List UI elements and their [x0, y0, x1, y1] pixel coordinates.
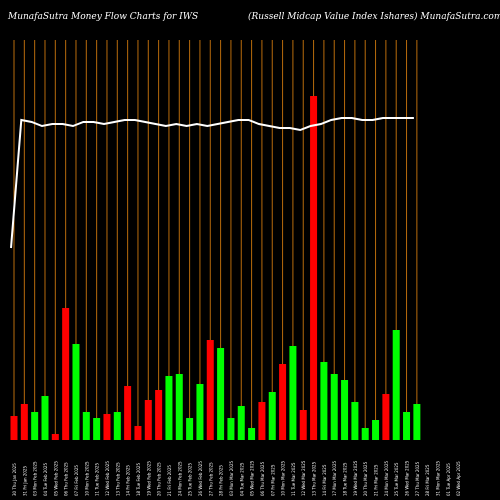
money-flow-bar — [227, 418, 235, 440]
x-tick-label: 20 Thu Feb 2025 — [157, 462, 162, 496]
x-tick-label: 24 Mon Feb 2025 — [177, 461, 182, 496]
money-flow-bar — [10, 416, 18, 440]
x-tick-label: 10 Mon Feb 2025 — [84, 461, 89, 496]
money-flow-bar — [72, 344, 80, 440]
money-flow-bar — [41, 396, 49, 440]
x-tick-label: 13 Thu Mar 2025 — [312, 461, 317, 496]
money-flow-bar — [237, 406, 245, 440]
x-tick-label: 05 Wed Feb 2025 — [53, 461, 58, 496]
x-tick-label: 13 Thu Feb 2025 — [115, 462, 120, 496]
money-flow-bar — [372, 420, 380, 440]
x-tick-label: 11 Tue Mar 2025 — [291, 462, 296, 496]
chart-title-left: MunafaSutra Money Flow Charts for IWS — [8, 12, 199, 22]
x-tick-label: 31 Fri Jan 2025 — [22, 466, 27, 496]
money-flow-bar — [299, 410, 307, 440]
money-flow-bar — [62, 308, 70, 440]
money-flow-bar — [196, 384, 204, 440]
money-flow-bar — [413, 404, 421, 440]
x-tick-label: 28 Fri Mar 2025 — [425, 464, 430, 496]
money-flow-bar — [124, 386, 132, 440]
money-flow-bar — [330, 374, 338, 440]
x-tick-label: 02 Wed Apr 2025 — [456, 461, 461, 496]
money-flow-bar — [134, 426, 142, 440]
chart-title-right: (Russell Midcap Value Index Ishares) Mun… — [248, 12, 500, 22]
x-tick-label: 01 Tue Apr 2025 — [446, 463, 451, 496]
money-flow-bar — [51, 434, 59, 440]
money-flow-bar — [289, 346, 297, 440]
x-tick-label: 04 Tue Feb 2025 — [43, 463, 48, 496]
money-flow-bar — [341, 380, 349, 440]
money-flow-bar — [217, 348, 225, 440]
money-flow-bar — [279, 364, 287, 440]
x-tick-label: 06 Thu Feb 2025 — [64, 462, 69, 496]
x-tick-label: 14 Fri Mar 2025 — [322, 464, 327, 496]
x-tick-label: 21 Fri Feb 2025 — [167, 465, 172, 496]
money-flow-bar — [186, 418, 194, 440]
x-tick-label: 26 Wed Mar 2025 — [405, 460, 410, 496]
money-flow-bar — [258, 402, 266, 440]
x-tick-label: 14 Fri Feb 2025 — [126, 465, 131, 496]
x-tick-label: 28 Fri Feb 2025 — [219, 465, 224, 496]
x-tick-label: 10 Mon Mar 2025 — [281, 460, 286, 496]
x-tick-label: 17 Mon Mar 2025 — [332, 460, 337, 496]
x-tick-label: 20 Thu Mar 2025 — [363, 461, 368, 496]
x-tick-label: 27 Thu Feb 2025 — [208, 462, 213, 496]
money-flow-bar — [392, 330, 400, 440]
x-tick-label: 19 Wed Mar 2025 — [353, 460, 358, 496]
money-flow-bar — [20, 404, 28, 440]
money-flow-bar — [103, 414, 111, 440]
x-tick-label: 07 Fri Mar 2025 — [270, 464, 275, 496]
x-tick-label: 31 Mon Mar 2025 — [436, 460, 441, 496]
money-flow-bar — [268, 392, 276, 440]
x-tick-label: 26 Wed Feb 2025 — [198, 461, 203, 496]
x-tick-label: 25 Tue Mar 2025 — [394, 462, 399, 496]
x-tick-label: 18 Tue Feb 2025 — [136, 463, 141, 496]
money-flow-bar — [82, 412, 90, 440]
money-flow-bar — [351, 402, 359, 440]
x-tick-label: 18 Tue Mar 2025 — [343, 462, 348, 496]
x-tick-label: 07 Fri Feb 2025 — [74, 465, 79, 496]
x-tick-label: 25 Tue Feb 2025 — [188, 463, 193, 496]
x-tick-label: 30 Thu Jan 2025 — [12, 463, 17, 496]
money-flow-bar — [165, 376, 173, 440]
money-flow-bar — [175, 374, 183, 440]
x-tick-label: 11 Tue Feb 2025 — [95, 463, 100, 496]
x-tick-label: 05 Wed Mar 2025 — [250, 460, 255, 496]
money-flow-bar — [113, 412, 121, 440]
x-tick-label: 12 Wed Feb 2025 — [105, 461, 110, 496]
money-flow-bar — [403, 412, 411, 440]
money-flow-bar — [320, 362, 328, 440]
money-flow-bar — [206, 340, 214, 440]
x-tick-label: 06 Thu Mar 2025 — [260, 461, 265, 496]
money-flow-bar — [382, 394, 390, 440]
x-tick-label: 27 Thu Mar 2025 — [415, 461, 420, 496]
x-tick-label: 19 Wed Feb 2025 — [146, 461, 151, 496]
money-flow-bar — [31, 412, 39, 440]
money-flow-bar — [155, 390, 163, 440]
money-flow-bar — [144, 400, 152, 440]
money-flow-bar — [361, 428, 369, 440]
x-tick-label: 12 Wed Mar 2025 — [301, 460, 306, 496]
x-tick-label: 21 Fri Mar 2025 — [374, 464, 379, 496]
money-flow-bar — [93, 418, 101, 440]
price-line — [10, 117, 414, 249]
x-tick-label: 04 Tue Mar 2025 — [239, 462, 244, 496]
x-tick-label: 24 Mon Mar 2025 — [384, 460, 389, 496]
money-flow-bar — [248, 428, 256, 440]
x-tick-label: 03 Mon Feb 2025 — [33, 461, 38, 496]
money-flow-bar — [310, 96, 318, 440]
x-tick-label: 03 Mon Mar 2025 — [229, 460, 234, 496]
